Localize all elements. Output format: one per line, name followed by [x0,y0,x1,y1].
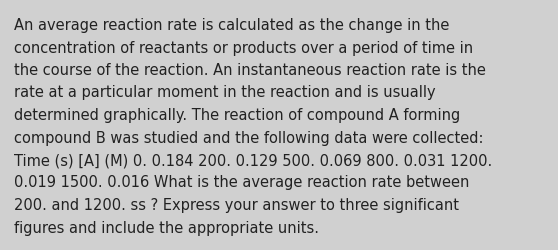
Text: 200. and 1200. ss ? Express your answer to three significant: 200. and 1200. ss ? Express your answer … [14,197,459,212]
Text: the course of the reaction. An instantaneous reaction rate is the: the course of the reaction. An instantan… [14,63,486,78]
Text: figures and include the appropriate units.: figures and include the appropriate unit… [14,220,319,234]
Text: compound B was studied and the following data were collected:: compound B was studied and the following… [14,130,483,145]
Text: concentration of reactants or products over a period of time in: concentration of reactants or products o… [14,40,473,55]
Text: determined graphically. The reaction of compound A forming: determined graphically. The reaction of … [14,108,460,122]
Text: Time (s) [A] (M) 0. 0.184 200. 0.129 500. 0.069 800. 0.031 1200.: Time (s) [A] (M) 0. 0.184 200. 0.129 500… [14,152,492,167]
Text: 0.019 1500. 0.016 What is the average reaction rate between: 0.019 1500. 0.016 What is the average re… [14,175,469,190]
Text: rate at a particular moment in the reaction and is usually: rate at a particular moment in the react… [14,85,436,100]
Text: An average reaction rate is calculated as the change in the: An average reaction rate is calculated a… [14,18,449,33]
